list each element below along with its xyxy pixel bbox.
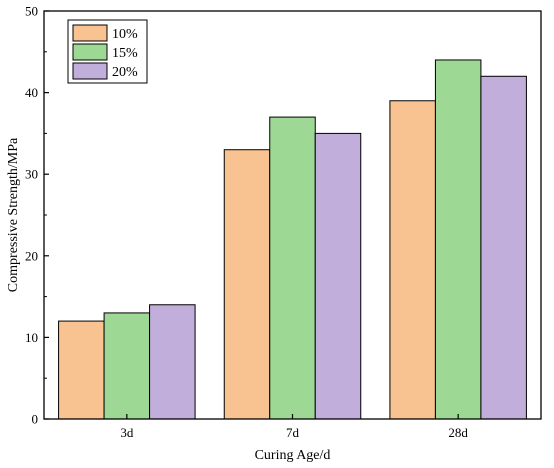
y-tick-label: 50 bbox=[25, 4, 38, 19]
bar-7d-15% bbox=[269, 116, 316, 420]
axes-layer: 0 10 20 30 40 50 3d 7d 28d bbox=[25, 4, 542, 440]
x-axis-title: Curing Age/d bbox=[255, 448, 331, 463]
y-tick-label: 0 bbox=[32, 412, 39, 427]
x-tick-label: 28d bbox=[448, 425, 468, 440]
y-tick-label: 30 bbox=[25, 167, 38, 182]
x-tick-label: 7d bbox=[286, 425, 300, 440]
bar-28d-10% bbox=[389, 100, 436, 420]
bar-7d-10% bbox=[223, 149, 271, 420]
bars-layer bbox=[58, 59, 527, 420]
y-tick-label: 20 bbox=[25, 248, 38, 263]
x-tick-label: 3d bbox=[120, 425, 134, 440]
bar-28d-15% bbox=[434, 59, 482, 420]
legend: 10% 15% 20% bbox=[67, 19, 148, 84]
legend-swatch bbox=[72, 43, 108, 61]
legend-label: 15% bbox=[112, 46, 138, 61]
bar-7d-20% bbox=[314, 132, 362, 420]
y-tick-label: 10 bbox=[25, 330, 38, 345]
bar-3d-20% bbox=[149, 304, 196, 420]
legend-swatch bbox=[72, 24, 108, 42]
y-tick-label: 40 bbox=[25, 85, 38, 100]
bar-28d-20% bbox=[480, 75, 527, 420]
bar-3d-15% bbox=[103, 312, 151, 420]
y-axis-title: Compressive Strength/MPa bbox=[6, 137, 21, 292]
legend-label: 20% bbox=[112, 65, 138, 80]
legend-label: 10% bbox=[112, 27, 138, 42]
legend-swatch bbox=[72, 62, 108, 80]
bar-3d-10% bbox=[58, 320, 105, 420]
